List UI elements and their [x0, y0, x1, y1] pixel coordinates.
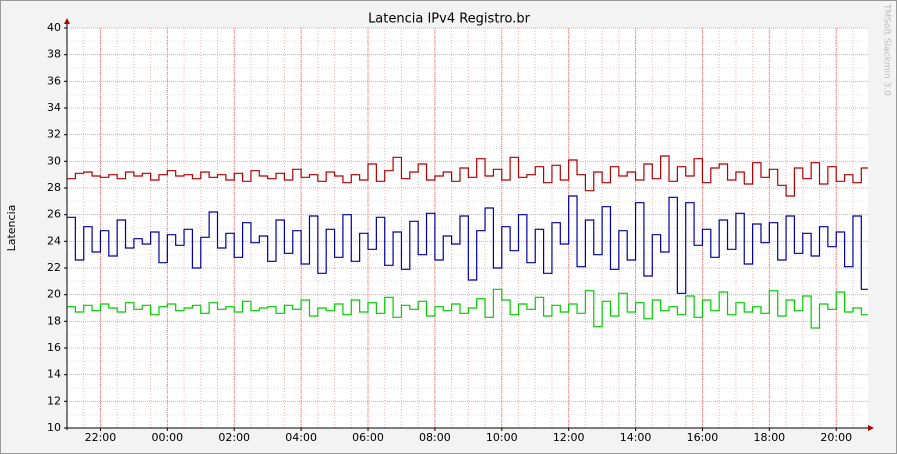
y-tick-label: 26	[47, 208, 61, 221]
grid	[66, 27, 868, 429]
series-line	[67, 195, 868, 294]
x-tick-label: 02:00	[218, 431, 250, 444]
x-tick-label: 20:00	[820, 431, 852, 444]
axes: 10 12 14 16 18 20 22 24 26 28 30 32 34 36 38 40 22:00 00:…	[47, 18, 874, 444]
y-tick-label: 38	[47, 48, 61, 61]
series-lines	[67, 155, 868, 329]
y-tick-label: 30	[47, 154, 61, 167]
x-tick-label: 22:00	[85, 431, 117, 444]
x-axis-arrow	[868, 425, 874, 431]
y-tick-label: 16	[47, 341, 61, 354]
x-tick-label: 00:00	[151, 431, 183, 444]
y-tick-label: 24	[47, 234, 61, 247]
x-tick-label: 18:00	[753, 431, 785, 444]
series-line	[67, 288, 868, 329]
x-tick-label: 14:00	[620, 431, 652, 444]
x-tick-label: 06:00	[352, 431, 384, 444]
x-tick-label: 08:00	[419, 431, 451, 444]
chart-title: Latencia IPv4 Registro.br	[368, 12, 531, 27]
y-tick-label: 22	[47, 261, 61, 274]
series-line	[67, 155, 868, 197]
y-axis-label: Latencia	[5, 205, 18, 252]
y-tick-label: 12	[47, 394, 61, 407]
y-tick-label: 20	[47, 288, 61, 301]
y-tick-label: 40	[47, 21, 61, 34]
y-tick-label: 34	[47, 101, 61, 114]
y-tick-label: 36	[47, 74, 61, 87]
y-tick-label: 18	[47, 314, 61, 327]
x-tick-label: 04:00	[285, 431, 317, 444]
y-axis-arrow	[64, 18, 70, 24]
y-tick-label: 10	[47, 421, 61, 434]
y-tick-label: 32	[47, 128, 61, 141]
x-tick-label: 12:00	[553, 431, 585, 444]
watermark: TMSoft Slackmin 3.0	[882, 3, 892, 96]
y-tick-label: 14	[47, 368, 61, 381]
x-tick-label: 16:00	[687, 431, 719, 444]
y-tick-label: 28	[47, 181, 61, 194]
x-tick-label: 10:00	[486, 431, 518, 444]
